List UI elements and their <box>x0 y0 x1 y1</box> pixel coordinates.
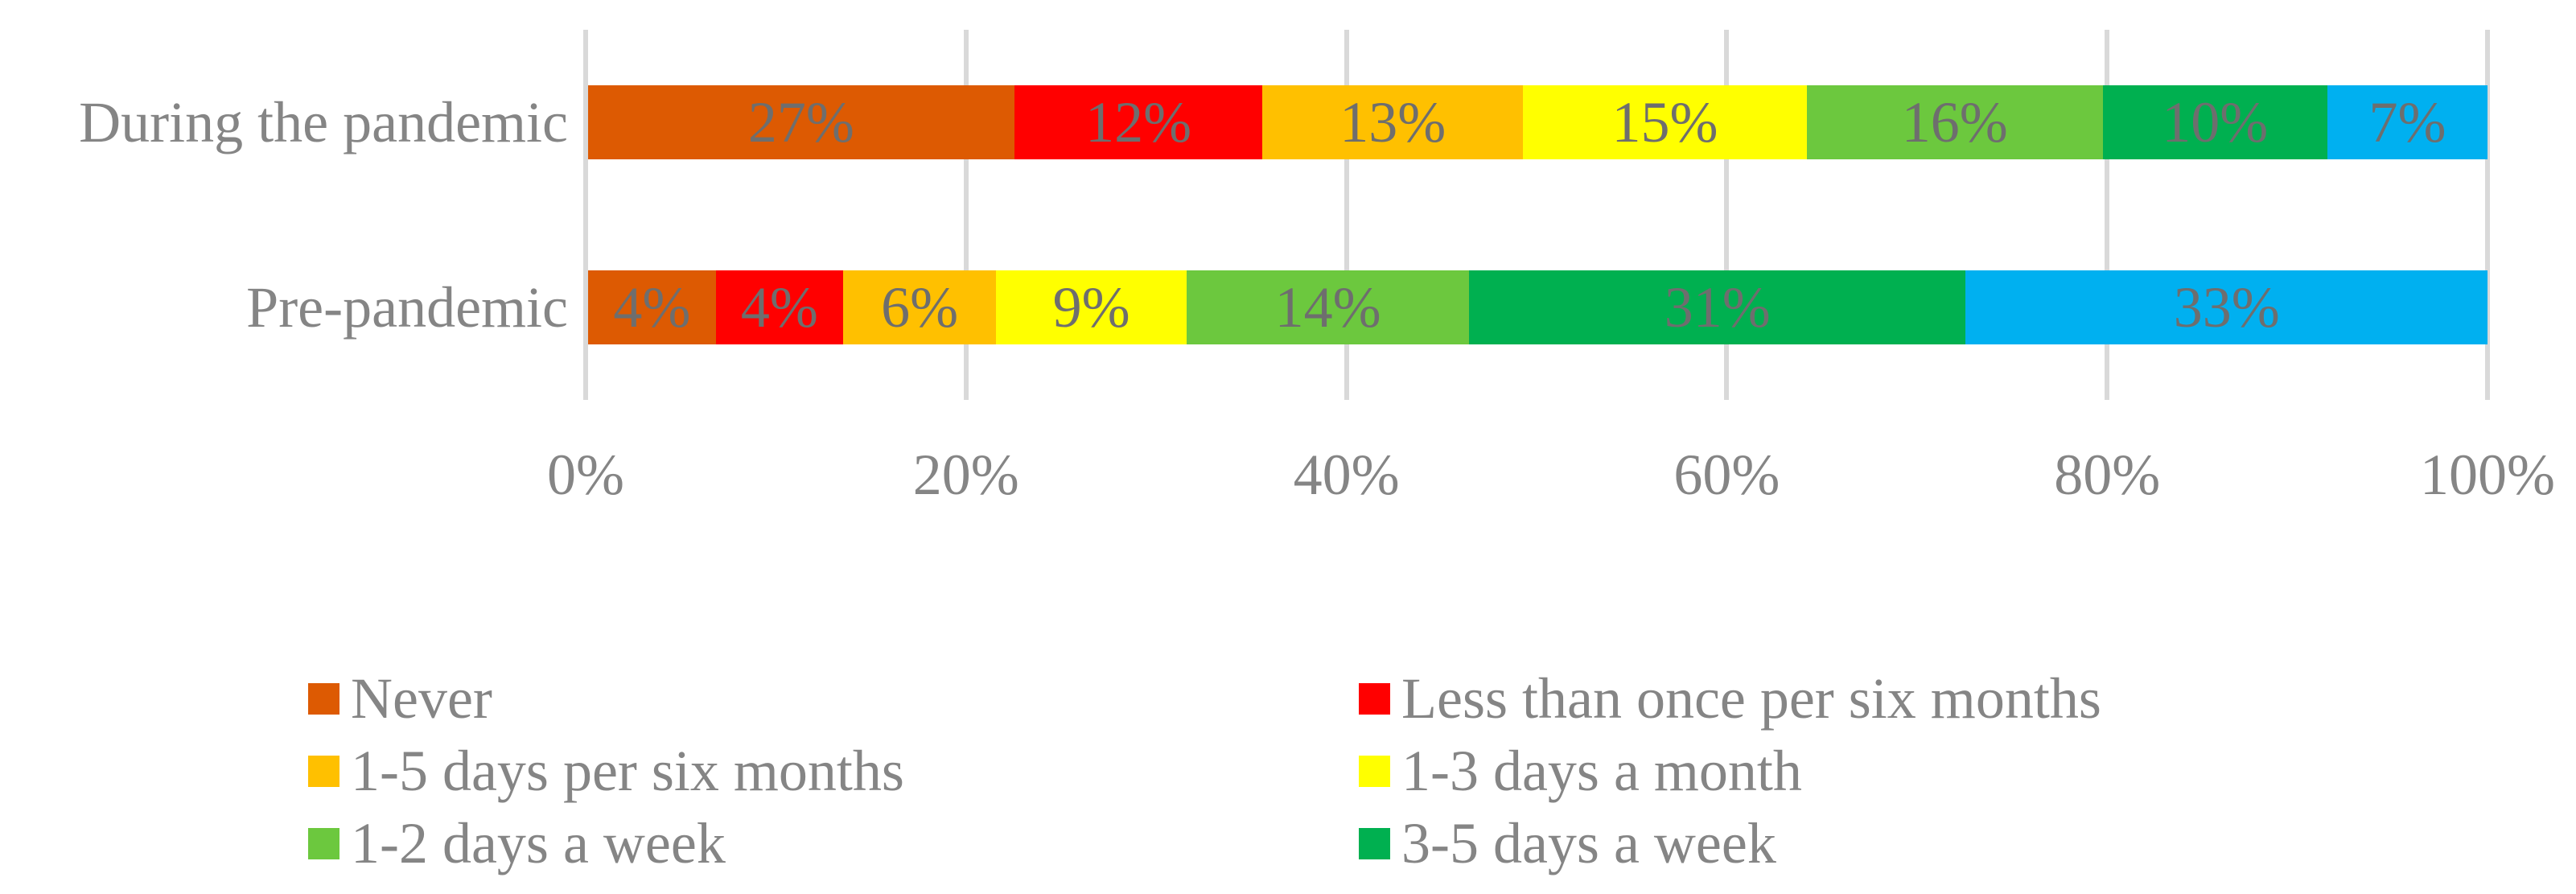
bar-segment: 12% <box>1014 85 1263 159</box>
bar-segment: 9% <box>996 270 1187 344</box>
major-gridline <box>1344 30 1349 400</box>
legend-label: 1-3 days a month <box>1401 739 1802 803</box>
bar-segment: 31% <box>1469 270 1966 344</box>
category-label: During the pandemic <box>79 90 568 154</box>
bar-segment: 27% <box>588 85 1014 159</box>
bar-segment: 4% <box>588 270 716 344</box>
data-label: 10% <box>2162 90 2269 154</box>
data-label: 7% <box>2368 90 2446 154</box>
legend-swatch <box>1359 755 1390 787</box>
bar-segment: 33% <box>1965 270 2488 344</box>
major-gridline <box>2105 30 2110 400</box>
data-label: 33% <box>2173 275 2280 340</box>
data-label: 4% <box>740 275 818 340</box>
bar-segment: 7% <box>2327 85 2488 159</box>
legend-label: 3-5 days a week <box>1401 811 1776 875</box>
x-axis-tick-label: 40% <box>1293 443 1400 507</box>
data-label: 31% <box>1664 275 1771 340</box>
x-axis-tick-label: 0% <box>547 443 624 507</box>
data-label: 13% <box>1339 90 1446 154</box>
major-gridline <box>1724 30 1730 400</box>
legend-item: Never <box>308 662 492 735</box>
legend-label: Never <box>351 666 492 731</box>
data-label: 12% <box>1085 90 1192 154</box>
major-gridline <box>2485 30 2490 400</box>
legend-label: 1-5 days per six months <box>351 739 904 803</box>
legend-swatch <box>1359 682 1390 715</box>
legend-item: Less than once per six months <box>1359 662 2101 735</box>
legend-swatch <box>308 755 339 787</box>
bar-row: 4% 4% 6% 9% 14% 31% 33% <box>588 270 2488 344</box>
bar-row: 27% 12% 13% 15% 16% 10% 7% <box>588 85 2488 159</box>
x-axis-tick-label: 60% <box>1673 443 1780 507</box>
legend-item: 3-5 days a week <box>1359 807 1776 880</box>
legend-item: 1-2 days a week <box>308 807 726 880</box>
data-label: 6% <box>881 275 959 340</box>
bar-segment: 10% <box>2102 85 2327 159</box>
bar-segment: 6% <box>843 270 997 344</box>
bar-segment: 13% <box>1262 85 1523 159</box>
legend-swatch <box>308 827 339 859</box>
data-label: 4% <box>613 275 691 340</box>
bar-segment: 16% <box>1806 85 2103 159</box>
data-label: 16% <box>1901 90 2008 154</box>
major-gridline <box>963 30 969 400</box>
legend-item: 1-3 days a month <box>1359 735 1802 807</box>
bar-segment: 15% <box>1522 85 1807 159</box>
x-axis-tick-label: 80% <box>2054 443 2161 507</box>
legend-swatch <box>1359 827 1390 859</box>
bar-segment: 14% <box>1187 270 1470 344</box>
legend-label: Less than once per six months <box>1401 666 2101 731</box>
x-axis-tick-label: 100% <box>2420 443 2555 507</box>
data-label: 27% <box>747 90 854 154</box>
x-axis-tick-label: 20% <box>912 443 1019 507</box>
data-label: 9% <box>1052 275 1130 340</box>
legend-label: 1-2 days a week <box>351 811 726 875</box>
legend-swatch <box>308 682 339 715</box>
category-label: Pre-pandemic <box>246 275 568 340</box>
bar-segment: 4% <box>715 270 844 344</box>
data-label: 15% <box>1611 90 1718 154</box>
legend-item: 1-5 days per six months <box>308 735 904 807</box>
data-label: 14% <box>1274 275 1381 340</box>
major-gridline <box>583 30 588 400</box>
